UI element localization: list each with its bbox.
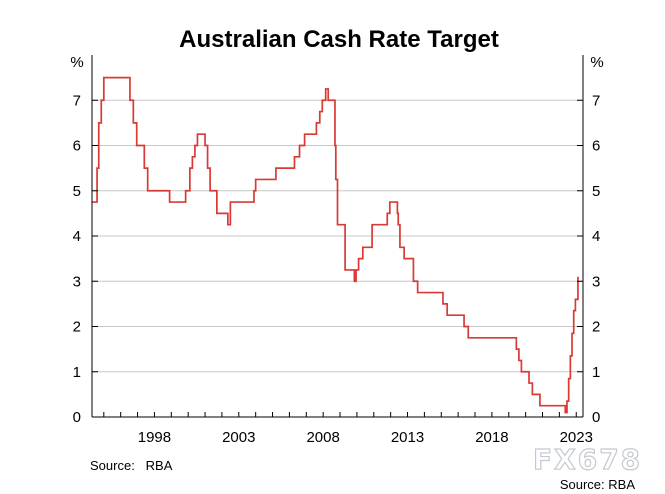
- source-note: Source: RBA: [90, 458, 173, 473]
- y-tick-label-left: 5: [73, 183, 81, 200]
- y-unit-right: %: [590, 54, 603, 71]
- y-tick-label-right: 6: [592, 138, 600, 155]
- y-tick-label-left: 1: [73, 364, 81, 381]
- x-tick-label-2008: 2008: [306, 429, 339, 446]
- y-tick-label-left: 2: [73, 319, 81, 336]
- y-tick-label-right: 2: [592, 319, 600, 336]
- y-tick-label-left: 4: [73, 228, 81, 245]
- y-tick-label-left: 3: [73, 273, 81, 290]
- watermark-logo: FX678: [533, 443, 642, 476]
- x-tick-label-2023: 2023: [560, 429, 593, 446]
- y-tick-label-right: 4: [592, 228, 600, 245]
- series-line-0: [92, 76, 579, 414]
- x-tick-label-2018: 2018: [475, 429, 508, 446]
- y-unit-left: %: [70, 54, 83, 71]
- x-tick-label-1998: 1998: [138, 429, 171, 446]
- chart-title: Australian Cash Rate Target: [179, 26, 499, 53]
- y-tick-label-right: 7: [592, 92, 600, 109]
- y-tick-label-left: 7: [73, 92, 81, 109]
- y-tick-label-right: 5: [592, 183, 600, 200]
- tick-labels: 0 0 1 1 2 2 3 3 4 4 5 5 6 6 7 7 1998 2003 2008 2013 2018 2023: [73, 92, 601, 446]
- axis-ticks: [92, 99, 583, 418]
- series-layer: [92, 76, 579, 414]
- grid-lines: [92, 99, 583, 373]
- credit-note: Source: RBA: [560, 477, 635, 492]
- y-tick-label-left: 6: [73, 138, 81, 155]
- y-tick-label-right: 1: [592, 364, 600, 381]
- y-tick-label-left: 0: [73, 409, 81, 426]
- y-tick-label-right: 0: [592, 409, 600, 426]
- x-tick-label-2013: 2013: [391, 429, 424, 446]
- y-tick-label-right: 3: [592, 273, 600, 290]
- x-tick-label-2003: 2003: [222, 429, 255, 446]
